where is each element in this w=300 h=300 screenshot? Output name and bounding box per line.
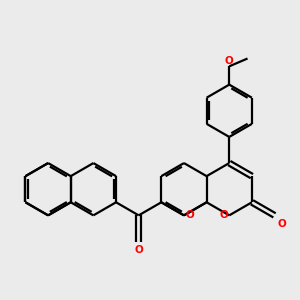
Text: O: O [134,245,143,255]
Text: O: O [277,219,286,229]
Text: O: O [225,56,234,66]
Text: O: O [185,210,194,220]
Text: O: O [219,210,228,220]
